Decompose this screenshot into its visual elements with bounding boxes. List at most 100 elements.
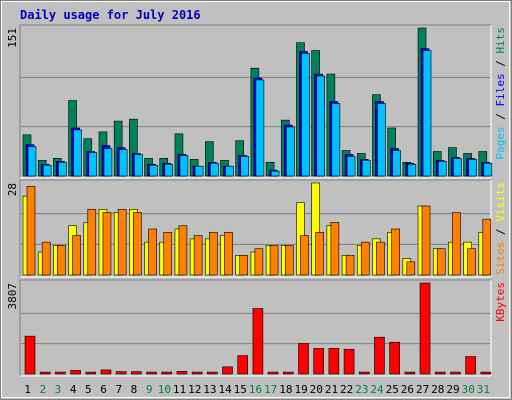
bar bbox=[282, 371, 294, 375]
bar bbox=[73, 129, 82, 177]
legend-entry: Files bbox=[494, 73, 507, 106]
bar bbox=[210, 162, 219, 177]
legend-separator: / bbox=[494, 54, 507, 74]
bar bbox=[254, 248, 264, 276]
x-tick-label: 8 bbox=[131, 383, 138, 396]
bar bbox=[161, 371, 173, 375]
x-tick-label: 22 bbox=[340, 383, 353, 396]
bar bbox=[315, 231, 324, 276]
bar bbox=[300, 235, 309, 276]
x-tick-label: 9 bbox=[146, 383, 153, 396]
legend-entry: Hits bbox=[494, 27, 507, 54]
x-tick-label: 2 bbox=[39, 383, 46, 396]
bar bbox=[452, 212, 461, 276]
bar bbox=[422, 50, 432, 177]
bar bbox=[222, 366, 233, 375]
bar bbox=[118, 149, 128, 177]
x-tick-label: 24 bbox=[370, 383, 384, 396]
bar bbox=[419, 282, 431, 375]
bar bbox=[207, 371, 218, 375]
x-tick-label: 31 bbox=[477, 383, 490, 396]
bar bbox=[453, 158, 462, 177]
y-max-label: 151 bbox=[6, 28, 19, 48]
bar bbox=[164, 163, 174, 177]
legend: KBytes bbox=[494, 282, 507, 322]
bar bbox=[358, 371, 370, 375]
y-max-label: 28 bbox=[6, 183, 19, 196]
bar bbox=[39, 371, 51, 375]
legend-entry: Sites bbox=[494, 242, 507, 275]
bar bbox=[239, 254, 249, 276]
x-tick-label: 18 bbox=[279, 383, 292, 396]
bar bbox=[389, 341, 400, 375]
bar bbox=[133, 212, 142, 276]
x-tick-label: 27 bbox=[416, 383, 429, 396]
bar bbox=[131, 371, 142, 375]
bar bbox=[392, 150, 401, 177]
bar bbox=[421, 205, 431, 276]
bar bbox=[115, 371, 127, 375]
bar bbox=[58, 161, 67, 177]
bar bbox=[176, 371, 188, 375]
bar bbox=[343, 349, 355, 375]
x-tick-label: 20 bbox=[310, 383, 323, 396]
x-tick-label: 16 bbox=[249, 383, 262, 396]
bar bbox=[437, 160, 447, 177]
bar bbox=[434, 371, 446, 375]
bar bbox=[404, 371, 416, 375]
bar bbox=[163, 231, 173, 276]
bar bbox=[209, 231, 218, 276]
bar bbox=[269, 245, 279, 276]
x-tick-label: 6 bbox=[100, 383, 107, 396]
bar bbox=[117, 208, 127, 276]
x-tick-label: 26 bbox=[401, 383, 414, 396]
bar bbox=[313, 348, 324, 375]
x-tick-label: 11 bbox=[173, 383, 186, 396]
bar bbox=[284, 245, 294, 276]
bar bbox=[298, 343, 309, 375]
bar bbox=[270, 170, 280, 177]
bar bbox=[361, 160, 371, 177]
x-tick-label: 29 bbox=[446, 383, 459, 396]
legend: Sites / Visits bbox=[494, 182, 507, 275]
x-tick-label: 21 bbox=[325, 383, 338, 396]
bar bbox=[328, 348, 340, 375]
bar bbox=[55, 371, 66, 375]
bar bbox=[252, 308, 264, 375]
bar bbox=[406, 261, 416, 276]
bar bbox=[224, 231, 233, 276]
bar bbox=[377, 103, 386, 177]
bar bbox=[345, 254, 355, 276]
bar bbox=[57, 245, 66, 276]
bar bbox=[225, 165, 234, 177]
x-tick-label: 23 bbox=[355, 383, 368, 396]
bar bbox=[374, 336, 385, 375]
legend-entry: KBytes bbox=[494, 282, 507, 322]
bar bbox=[191, 371, 203, 375]
x-tick-label: 12 bbox=[188, 383, 201, 396]
bar bbox=[27, 146, 37, 177]
bar bbox=[267, 371, 279, 375]
bar bbox=[102, 212, 112, 276]
legend-entry: Pages bbox=[494, 126, 507, 159]
x-tick-label: 10 bbox=[158, 383, 171, 396]
x-tick-label: 17 bbox=[264, 383, 277, 396]
bar bbox=[42, 164, 52, 177]
bar bbox=[148, 228, 157, 276]
bar bbox=[146, 371, 157, 375]
bar bbox=[72, 235, 81, 276]
bar bbox=[391, 228, 400, 276]
bar bbox=[134, 154, 143, 177]
bar bbox=[103, 148, 113, 177]
bar bbox=[88, 152, 98, 177]
bar bbox=[24, 335, 36, 375]
bar bbox=[467, 248, 476, 276]
bar bbox=[41, 241, 51, 276]
bar bbox=[376, 241, 385, 276]
bar bbox=[240, 156, 250, 177]
bar bbox=[407, 163, 417, 177]
x-tick-label: 4 bbox=[70, 383, 77, 396]
bar bbox=[255, 79, 265, 177]
x-tick-label: 15 bbox=[234, 383, 247, 396]
bar bbox=[149, 164, 158, 177]
